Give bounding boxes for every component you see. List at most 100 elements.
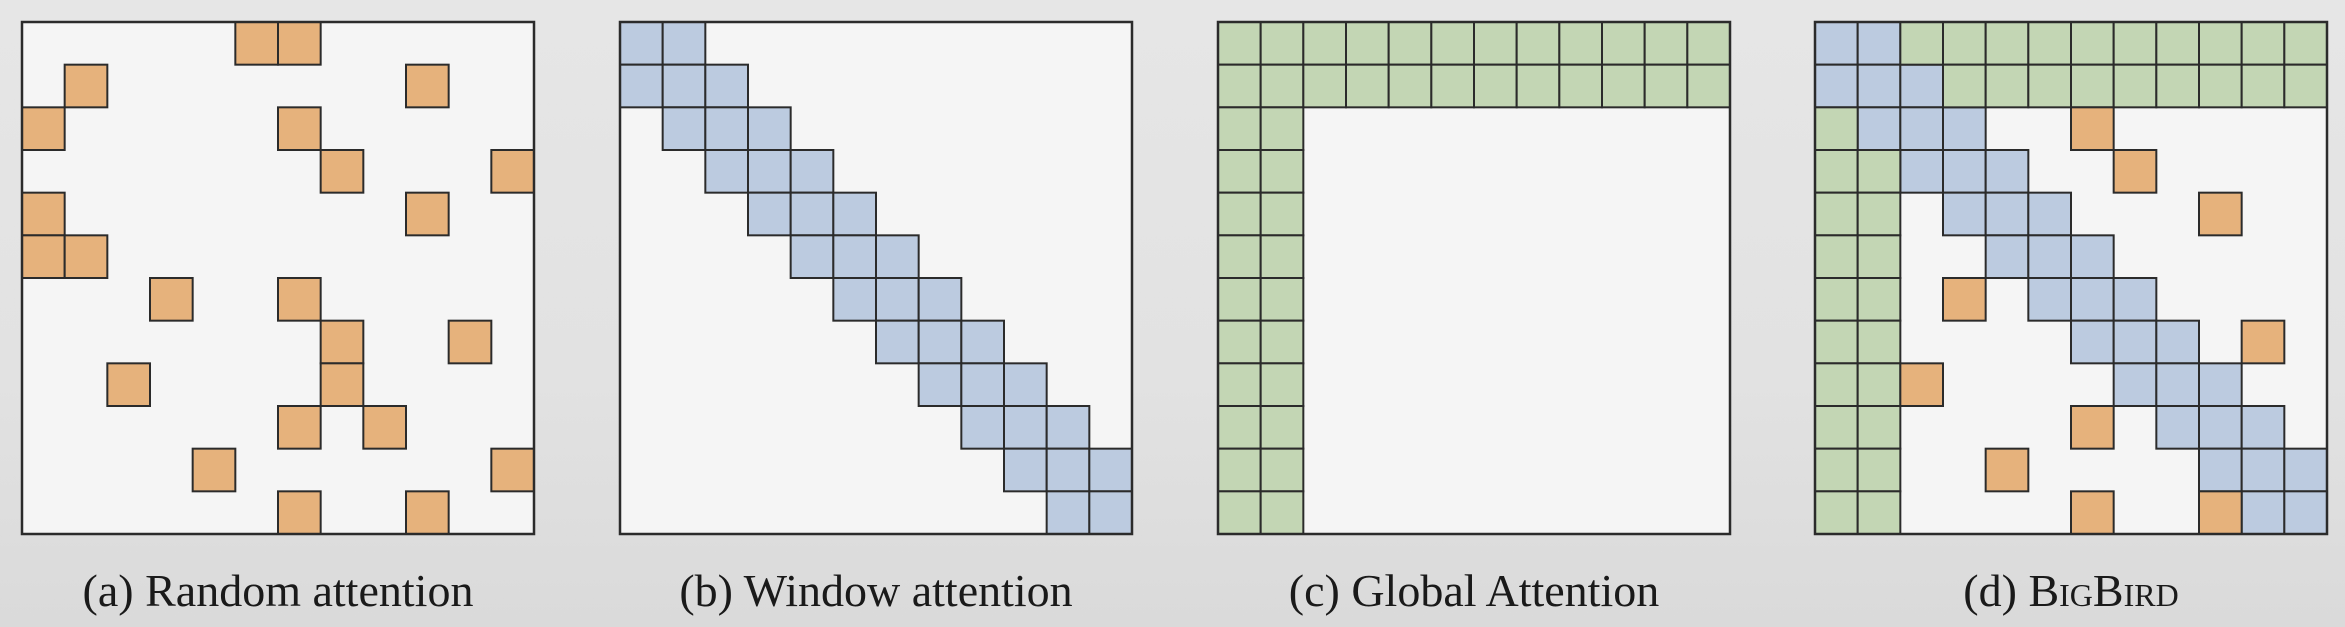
random-attention-cell <box>2070 490 2115 536</box>
global-attention-cell <box>1217 277 1262 322</box>
global-attention-cell <box>1856 405 1902 450</box>
global-attention-cell <box>1558 63 1604 109</box>
window-attention-cell <box>1856 21 1902 66</box>
global-attention-cell <box>1984 21 2030 66</box>
random-attention-cell <box>1984 447 2030 493</box>
global-attention-cell <box>1601 21 1646 66</box>
global-attention-cell <box>1259 405 1305 450</box>
window-attention-cell <box>2027 234 2072 279</box>
global-attention-cell <box>1814 277 1859 322</box>
global-attention-cell <box>1217 234 1262 279</box>
random-attention-cell <box>2070 106 2115 152</box>
global-attention-cell <box>1387 63 1433 109</box>
window-attention-cell <box>2027 277 2072 322</box>
global-attention-cell <box>1814 191 1859 237</box>
window-attention-cell <box>1045 405 1091 450</box>
window-attention-cell <box>1088 490 1134 536</box>
global-attention-cell <box>1515 63 1561 109</box>
random-attention-cell <box>277 21 322 66</box>
global-attention-cell <box>1686 21 1732 66</box>
global-attention-cell <box>1942 63 1987 109</box>
global-attention-cell <box>1814 362 1859 408</box>
random-attention-matrix <box>20 20 536 536</box>
window-attention-cell <box>2112 362 2158 408</box>
window-attention-cell <box>1045 447 1091 493</box>
global-attention-cell <box>2070 63 2115 109</box>
window-attention-cell <box>661 63 707 109</box>
window-attention-cell <box>789 191 835 237</box>
global-attention-cell <box>1259 149 1305 194</box>
window-attention-cell <box>875 277 920 322</box>
window-attention-cell <box>2240 405 2286 450</box>
caption-c-prefix: (c) <box>1288 565 1352 616</box>
window-attention-cell <box>661 21 707 66</box>
window-attention-cell <box>704 149 750 194</box>
global-attention-cell <box>1259 234 1305 279</box>
random-attention-cell <box>63 63 109 109</box>
window-attention-cell <box>1088 447 1134 493</box>
window-attention-cell <box>2155 405 2201 450</box>
global-attention-cell <box>1217 405 1262 450</box>
global-attention-cell <box>1473 63 1518 109</box>
window-attention-cell <box>747 106 792 152</box>
window-attention-cell <box>1814 63 1859 109</box>
caption-d-name: BigBird <box>2028 565 2179 616</box>
window-attention-cell <box>2112 277 2158 322</box>
global-attention-cell <box>2198 63 2243 109</box>
window-attention-cell <box>917 362 963 408</box>
global-attention-cell <box>1345 21 1390 66</box>
global-attention-cell <box>1856 191 1902 237</box>
matrix-frame <box>1813 20 2329 536</box>
random-attention-cell <box>490 447 536 493</box>
window-attention-cell <box>2155 362 2201 408</box>
random-attention-cell <box>149 277 194 322</box>
window-attention-cell <box>1003 405 1048 450</box>
random-attention-cell <box>2198 191 2243 237</box>
global-attention-cell <box>1856 362 1902 408</box>
random-attention-cell <box>234 21 279 66</box>
caption-b-prefix: (b) <box>679 565 744 616</box>
panel-bigbird <box>1813 20 2329 536</box>
window-attention-cell <box>832 234 877 279</box>
matrix-frame <box>1216 20 1732 536</box>
panel-random-attention <box>20 20 536 536</box>
global-attention-cell <box>1302 21 1348 66</box>
window-attention-cell <box>619 63 664 109</box>
panel-window-attention <box>618 20 1134 536</box>
window-attention-cell <box>1942 149 1987 194</box>
global-attention-cell <box>1217 362 1262 408</box>
window-attention-cell <box>875 319 920 365</box>
window-attention-cell <box>2070 319 2115 365</box>
window-attention-cell <box>960 405 1006 450</box>
window-attention-cell <box>2070 234 2115 279</box>
random-attention-cell <box>1899 362 1945 408</box>
global-attention-cell <box>1217 106 1262 152</box>
global-attention-cell <box>1217 149 1262 194</box>
window-attention-cell <box>917 277 963 322</box>
global-attention-cell <box>1217 447 1262 493</box>
caption-global-attention: (c) Global Attention <box>1124 563 1824 619</box>
random-attention-cell <box>21 106 66 152</box>
window-attention-cell <box>1814 21 1859 66</box>
window-attention-cell <box>2240 490 2286 536</box>
random-attention-cell <box>191 447 237 493</box>
global-attention-cell <box>1856 319 1902 365</box>
global-attention-cell <box>1814 149 1859 194</box>
random-attention-cell <box>277 490 322 536</box>
window-attention-cell <box>1003 362 1048 408</box>
global-attention-cell <box>1259 362 1305 408</box>
global-attention-cell <box>1856 234 1902 279</box>
global-attention-cell <box>1217 319 1262 365</box>
global-attention-cell <box>1259 63 1305 109</box>
global-attention-cell <box>1345 63 1390 109</box>
window-attention-cell <box>1942 106 1987 152</box>
global-attention-matrix <box>1216 20 1732 536</box>
global-attention-cell <box>1814 447 1859 493</box>
caption-b-name: Window attention <box>743 565 1073 616</box>
random-attention-cell <box>405 490 450 536</box>
window-attention-cell <box>1856 106 1902 152</box>
random-attention-cell <box>319 149 365 194</box>
global-attention-cell <box>1217 490 1262 536</box>
global-attention-cell <box>1942 21 1987 66</box>
global-attention-cell <box>1814 234 1859 279</box>
